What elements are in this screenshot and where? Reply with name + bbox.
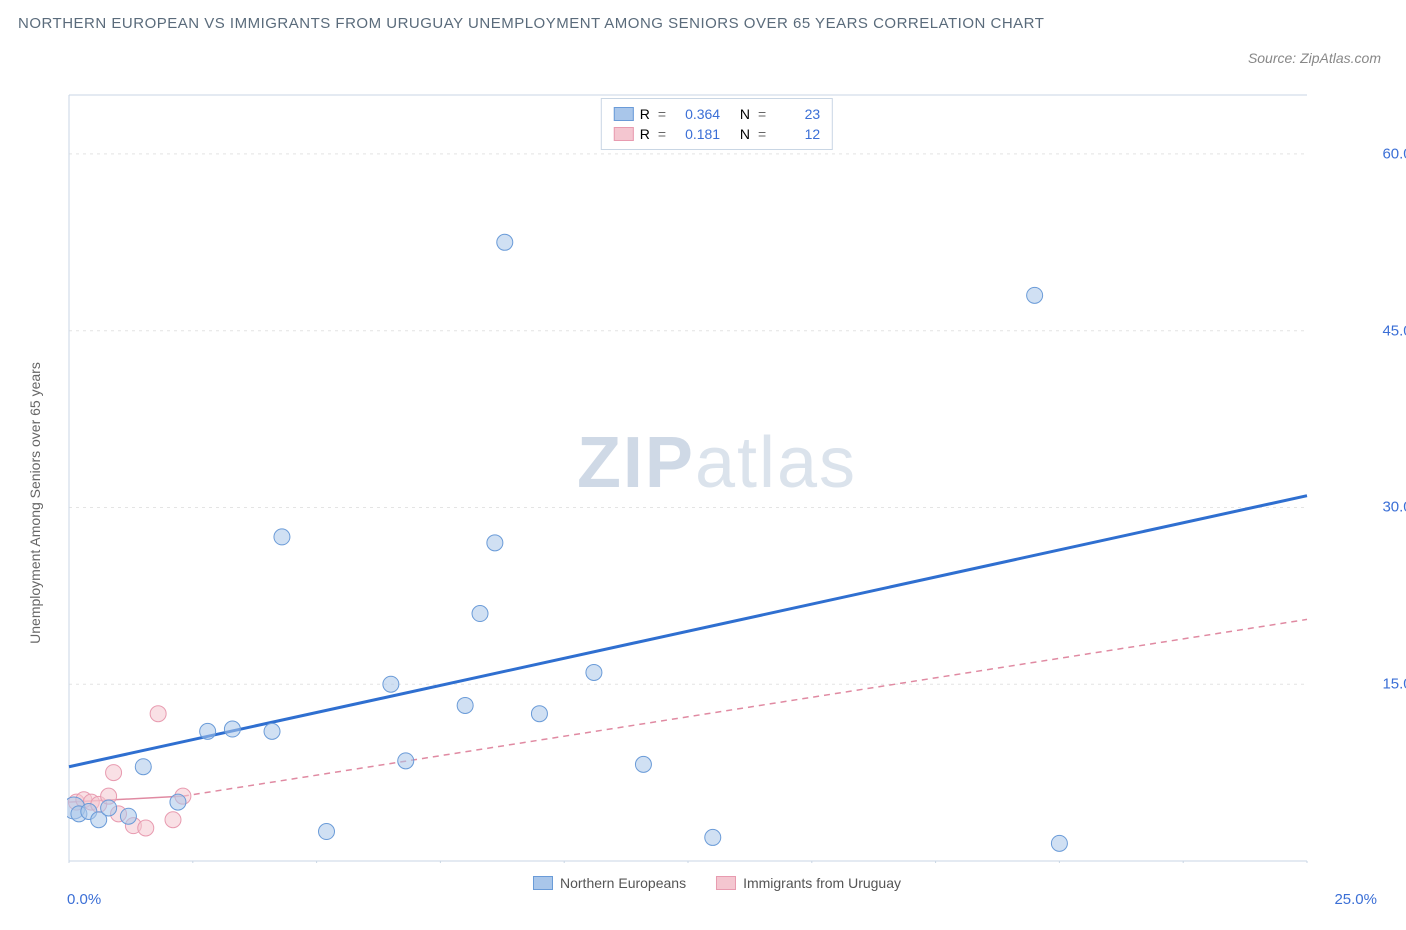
source-attribution: Source: ZipAtlas.com — [1248, 50, 1381, 66]
y-tick-label: 30.0% — [1382, 499, 1406, 516]
y-axis-label: Unemployment Among Seniors over 65 years — [27, 362, 43, 644]
stats-legend-row-1: R=0.364 N=23 — [614, 104, 820, 124]
legend-item-series1: Northern Europeans — [533, 875, 686, 891]
plot-area: ZIPatlas R=0.364 N=23 R=0.181 N=12 15.0%… — [67, 93, 1367, 863]
swatch-series2-icon — [614, 127, 634, 141]
x-axis-min-label: 0.0% — [67, 891, 101, 908]
legend-item-series2: Immigrants from Uruguay — [716, 875, 901, 891]
swatch-series1-icon — [614, 107, 634, 121]
y-tick-label: 45.0% — [1382, 322, 1406, 339]
chart-svg — [67, 93, 1367, 863]
y-tick-label: 15.0% — [1382, 676, 1406, 693]
series-legend: Northern Europeans Immigrants from Urugu… — [533, 875, 901, 891]
chart-title: NORTHERN EUROPEAN VS IMMIGRANTS FROM URU… — [18, 12, 1388, 36]
swatch-series1-icon — [533, 876, 553, 890]
swatch-series2-icon — [716, 876, 736, 890]
x-axis-max-label: 25.0% — [1334, 891, 1377, 908]
chart-container: Unemployment Among Seniors over 65 years… — [35, 85, 1385, 905]
stats-legend-row-2: R=0.181 N=12 — [614, 124, 820, 144]
y-tick-label: 60.0% — [1382, 145, 1406, 162]
stats-legend: R=0.364 N=23 R=0.181 N=12 — [601, 98, 833, 150]
